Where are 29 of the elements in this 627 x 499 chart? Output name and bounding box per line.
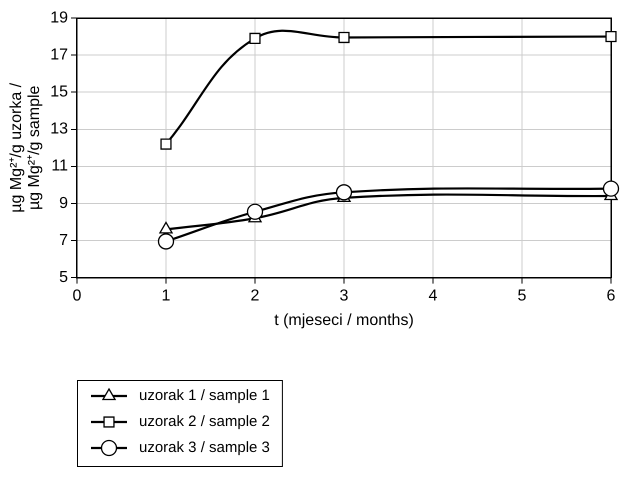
point — [160, 138, 172, 150]
y-axis-title: µg Mg²⁺/g uzorka / µg Mg²⁺/g sample — [8, 82, 43, 213]
y-tick-label: 7 — [59, 232, 68, 249]
y-tick-label: 19 — [50, 9, 68, 26]
point — [338, 32, 350, 44]
y-tick-label: 9 — [59, 194, 68, 212]
legend-label: uzorak 3 / sample 3 — [138, 439, 270, 456]
y-tick-label: 13 — [50, 120, 68, 138]
legend-label: uzorak 1 / sample 1 — [138, 387, 270, 404]
y-tick-label: 17 — [50, 46, 68, 64]
point — [159, 222, 173, 234]
point — [246, 204, 264, 220]
x-tick-label: 4 — [428, 288, 438, 305]
x-tick-label: 5 — [518, 288, 527, 305]
x-tick-label: 6 — [606, 288, 616, 305]
x-tick-label: 1 — [162, 288, 171, 305]
x-axis-title: t (mjeseci / months) — [274, 312, 414, 329]
legend-label: uzorak 2 / sample 2 — [138, 413, 270, 430]
point — [336, 184, 352, 200]
y-tick-label: 11 — [51, 158, 68, 175]
x-tick-label: 2 — [250, 288, 260, 305]
y-tick-label: 5 — [59, 269, 68, 286]
x-tick-label: 0 — [72, 288, 82, 305]
x-tick-label: 3 — [340, 288, 349, 305]
point — [249, 32, 261, 44]
point — [602, 180, 620, 197]
point — [605, 30, 617, 42]
y-tick-label: 15 — [50, 84, 68, 101]
point — [158, 233, 174, 250]
